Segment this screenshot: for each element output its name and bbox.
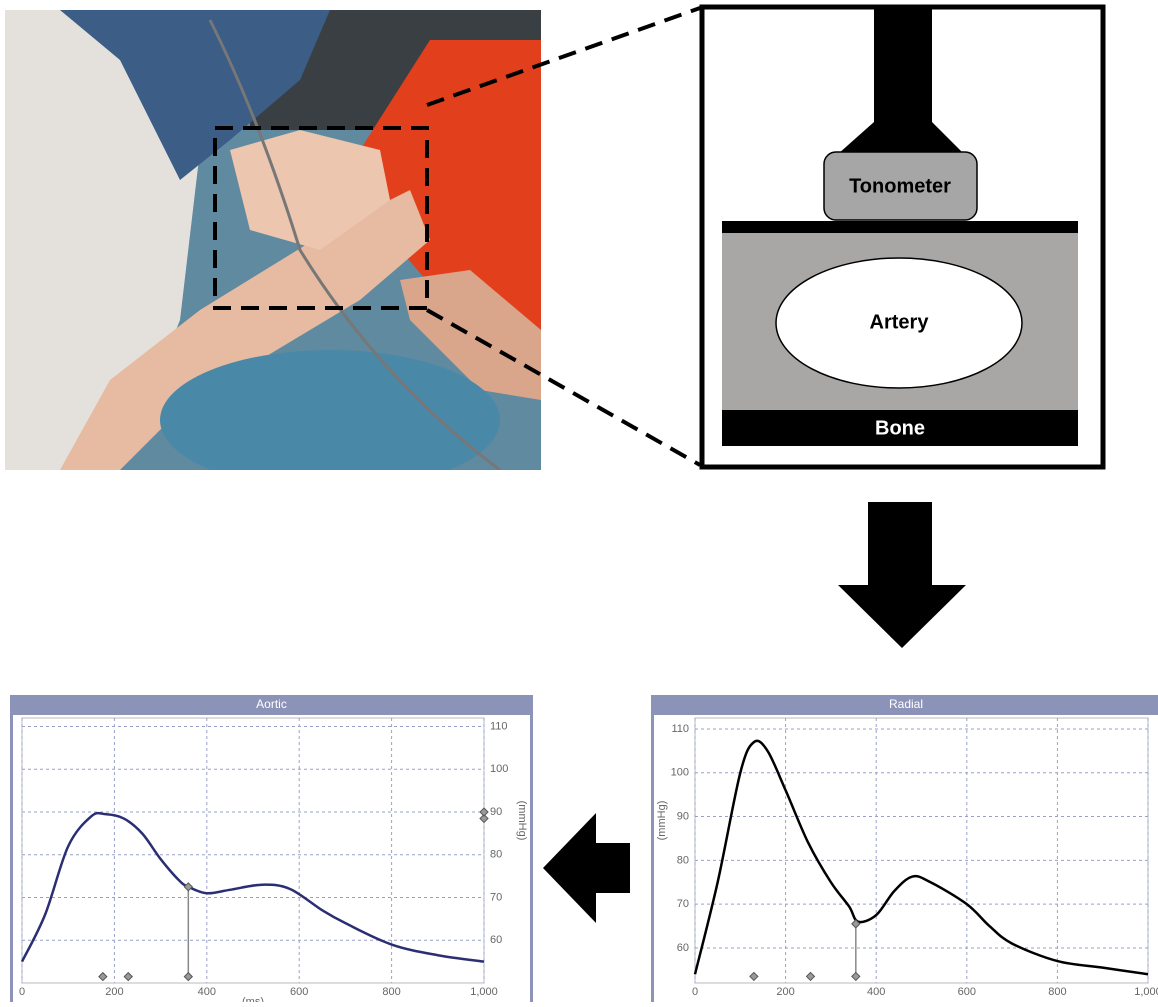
y-tick-label: 70 bbox=[677, 898, 689, 910]
bone-label: Bone bbox=[875, 417, 925, 439]
y-tick-label: 80 bbox=[677, 854, 689, 866]
y-axis-label: (mmHg) bbox=[656, 801, 668, 841]
x-tick-label: 200 bbox=[776, 986, 794, 998]
x-tick-label: 1,000 bbox=[1134, 986, 1158, 998]
x-tick-label: 800 bbox=[1048, 986, 1066, 998]
y-tick-label: 60 bbox=[490, 934, 502, 946]
y-axis-label: (mmHg) bbox=[516, 801, 528, 841]
plot-area bbox=[695, 718, 1148, 983]
y-tick-label: 80 bbox=[490, 849, 502, 861]
plot-area bbox=[22, 718, 484, 983]
x-tick-label: 400 bbox=[198, 986, 216, 998]
tonometer-label: Tonometer bbox=[849, 175, 951, 197]
x-tick-label: 600 bbox=[290, 986, 308, 998]
x-tick-label: 800 bbox=[382, 986, 400, 998]
left-arrow bbox=[543, 813, 630, 923]
y-tick-label: 100 bbox=[490, 763, 508, 775]
x-tick-label: 0 bbox=[19, 986, 25, 998]
y-tick-label: 100 bbox=[671, 767, 689, 779]
down-arrow bbox=[838, 502, 966, 648]
x-axis-label: (ms) bbox=[242, 996, 264, 1002]
x-tick-label: 600 bbox=[958, 986, 976, 998]
x-tick-label: 0 bbox=[692, 986, 698, 998]
y-tick-label: 110 bbox=[490, 720, 508, 732]
x-tick-label: 200 bbox=[105, 986, 123, 998]
skin-bar bbox=[722, 221, 1078, 233]
photo bbox=[5, 10, 541, 490]
y-tick-label: 70 bbox=[490, 891, 502, 903]
y-tick-label: 90 bbox=[677, 810, 689, 822]
page: {"diagram": {"tonometer": "Tonometer", "… bbox=[0, 0, 1158, 1007]
artery-label: Artery bbox=[870, 311, 930, 333]
y-tick-label: 90 bbox=[490, 806, 502, 818]
figure: Tonometer Artery Bone Aortic 60 70 80 90 100 1… bbox=[0, 0, 1158, 1002]
y-tick-label: 110 bbox=[671, 723, 689, 735]
chart-title: Aortic bbox=[256, 697, 287, 711]
x-tick-label: 1,000 bbox=[470, 986, 498, 998]
y-tick-label: 60 bbox=[677, 942, 689, 954]
x-tick-label: 400 bbox=[867, 986, 885, 998]
chart-title: Radial bbox=[889, 697, 923, 711]
